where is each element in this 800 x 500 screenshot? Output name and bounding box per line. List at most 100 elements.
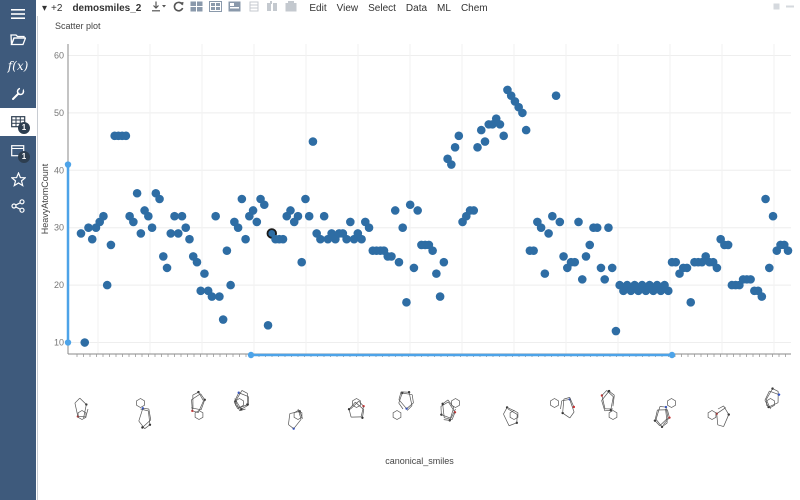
data-point[interactable] — [87, 234, 97, 244]
data-point[interactable] — [162, 263, 172, 273]
data-point[interactable] — [211, 211, 220, 221]
maximize-icon[interactable] — [773, 2, 780, 13]
data-point[interactable] — [357, 234, 366, 244]
data-point[interactable] — [454, 131, 464, 141]
data-point[interactable] — [600, 275, 610, 284]
data-point[interactable] — [102, 280, 112, 290]
data-point[interactable] — [536, 223, 546, 233]
data-point[interactable] — [540, 269, 550, 278]
data-point[interactable] — [263, 320, 273, 330]
data-point[interactable] — [495, 120, 505, 129]
data-point[interactable] — [129, 217, 138, 227]
data-point[interactable] — [686, 298, 696, 307]
data-point[interactable] — [252, 217, 262, 227]
menu-select[interactable]: Select — [368, 2, 396, 14]
data-point[interactable] — [592, 223, 602, 233]
data-point[interactable] — [402, 298, 411, 307]
data-point[interactable] — [177, 211, 187, 221]
data-point[interactable] — [435, 292, 445, 301]
data-point[interactable] — [596, 263, 606, 273]
data-point[interactable] — [469, 206, 479, 215]
data-point[interactable] — [723, 240, 733, 250]
data-point[interactable] — [663, 286, 673, 296]
range-sliders[interactable] — [64, 161, 676, 359]
data-point[interactable] — [551, 91, 561, 100]
menu-edit[interactable]: Edit — [309, 2, 327, 14]
tiles-layout-icon[interactable] — [209, 1, 223, 15]
data-point[interactable] — [394, 257, 404, 267]
data-point[interactable] — [144, 211, 153, 221]
data-point[interactable] — [611, 326, 621, 336]
menu-data[interactable]: Data — [405, 2, 428, 14]
data-point[interactable] — [166, 229, 176, 238]
data-point[interactable] — [764, 263, 774, 273]
menu-chem[interactable]: Chem — [460, 2, 488, 14]
data-point[interactable] — [136, 229, 146, 238]
data-point[interactable] — [409, 263, 419, 273]
data-point[interactable] — [428, 246, 437, 255]
data-point[interactable] — [521, 125, 531, 135]
data-point[interactable] — [121, 131, 131, 141]
y-range-max-handle[interactable] — [64, 161, 72, 168]
data-points[interactable] — [76, 85, 793, 347]
data-point[interactable] — [196, 286, 206, 296]
data-point[interactable] — [746, 275, 755, 284]
scatter-plot-viewer[interactable]: Scatter plot 10 20 30 40 50 60 HeavyAtomCount … — [37, 16, 800, 500]
data-point[interactable] — [480, 137, 490, 146]
data-point[interactable] — [387, 252, 396, 261]
data-point[interactable] — [529, 246, 538, 255]
data-point[interactable] — [577, 275, 587, 284]
data-point[interactable] — [80, 338, 90, 347]
x-range-min-handle[interactable] — [247, 351, 255, 359]
data-point[interactable] — [84, 223, 93, 233]
function-icon[interactable]: f(x) — [0, 52, 36, 80]
data-point[interactable] — [581, 252, 591, 261]
data-point[interactable] — [99, 211, 108, 221]
open-folder-icon[interactable] — [0, 25, 36, 53]
data-point[interactable] — [342, 234, 351, 244]
data-point[interactable] — [76, 229, 86, 238]
form-layout-icon[interactable] — [228, 1, 241, 15]
data-point[interactable] — [170, 211, 179, 221]
data-point[interactable] — [604, 223, 613, 233]
wrench-icon[interactable] — [0, 80, 36, 108]
data-point[interactable] — [155, 194, 164, 204]
data-point[interactable] — [450, 143, 460, 152]
data-point[interactable] — [544, 229, 553, 238]
data-point[interactable] — [555, 217, 565, 227]
data-point[interactable] — [447, 160, 456, 169]
data-point[interactable] — [476, 125, 486, 135]
data-point[interactable] — [518, 108, 527, 118]
data-point[interactable] — [192, 257, 202, 267]
hamburger-menu-icon[interactable] — [0, 0, 36, 28]
data-point[interactable] — [712, 263, 722, 273]
data-point[interactable] — [319, 211, 329, 221]
data-point[interactable] — [259, 200, 269, 210]
data-point[interactable] — [548, 211, 557, 221]
data-point[interactable] — [233, 223, 243, 233]
data-point[interactable] — [316, 234, 325, 244]
data-point[interactable] — [398, 223, 408, 233]
data-point[interactable] — [499, 131, 509, 141]
view-layouts-icon[interactable]: 1 — [0, 137, 36, 165]
data-point[interactable] — [304, 211, 314, 221]
data-point[interactable] — [761, 194, 770, 204]
scatter-plot-chart[interactable]: 10 20 30 40 50 60 HeavyAtomCount — [38, 16, 800, 500]
x-axis-title[interactable]: canonical_smiles — [385, 456, 454, 466]
refresh-icon[interactable] — [173, 1, 184, 15]
data-point[interactable] — [301, 194, 310, 204]
data-point[interactable] — [293, 211, 303, 221]
data-point[interactable] — [132, 188, 142, 198]
data-point[interactable] — [181, 223, 191, 233]
data-point[interactable] — [390, 206, 400, 215]
data-point[interactable] — [215, 292, 224, 301]
data-point[interactable] — [222, 246, 232, 255]
data-point[interactable] — [607, 263, 617, 273]
data-point[interactable] — [439, 257, 449, 267]
x-range-max-handle[interactable] — [668, 351, 676, 359]
data-point[interactable] — [226, 280, 235, 290]
data-point[interactable] — [200, 269, 209, 278]
star-icon[interactable] — [0, 165, 36, 193]
data-point[interactable] — [297, 257, 307, 267]
data-point[interactable] — [218, 315, 228, 324]
